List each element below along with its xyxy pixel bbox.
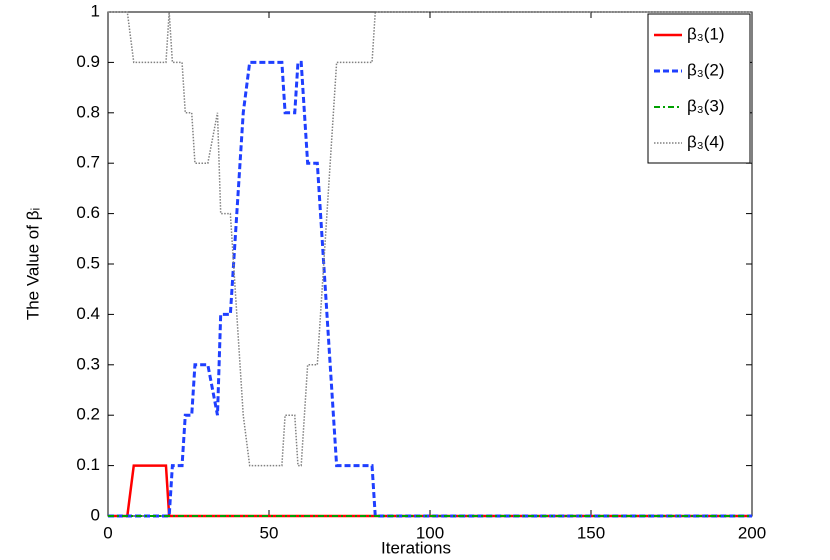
y-tick-label: 0.5 (76, 253, 100, 272)
y-tick-label: 0.9 (76, 52, 100, 71)
y-tick-label: 0.1 (76, 455, 100, 474)
y-tick-label: 1 (91, 1, 100, 20)
plot-area (107, 11, 753, 517)
y-tick-label: 0.4 (76, 304, 100, 323)
legend-label: β₃(4) (687, 132, 724, 151)
y-tick-label: 0.7 (76, 153, 100, 172)
y-tick-label: 0.8 (76, 102, 100, 121)
y-tick-label: 0.2 (76, 405, 100, 424)
legend-label: β₃(3) (687, 96, 724, 115)
data-line (108, 11, 752, 467)
x-axis-label: Iterations (381, 538, 451, 557)
legend (647, 13, 751, 164)
legend-label: β₃(2) (687, 60, 724, 79)
x-tick-label: 0 (103, 523, 112, 542)
y-tick-label: 0 (91, 505, 100, 524)
y-axis-label: The Value of βᵢ (23, 208, 42, 320)
x-tick-label: 100 (416, 523, 444, 542)
y-tick-label: 0.3 (76, 354, 100, 373)
x-tick-label: 200 (738, 523, 766, 542)
x-tick-label: 150 (577, 523, 605, 542)
y-tick-label: 0.6 (76, 203, 100, 222)
data-line (108, 60, 752, 518)
legend-label: β₃(1) (687, 24, 724, 43)
x-tick-label: 50 (260, 523, 279, 542)
